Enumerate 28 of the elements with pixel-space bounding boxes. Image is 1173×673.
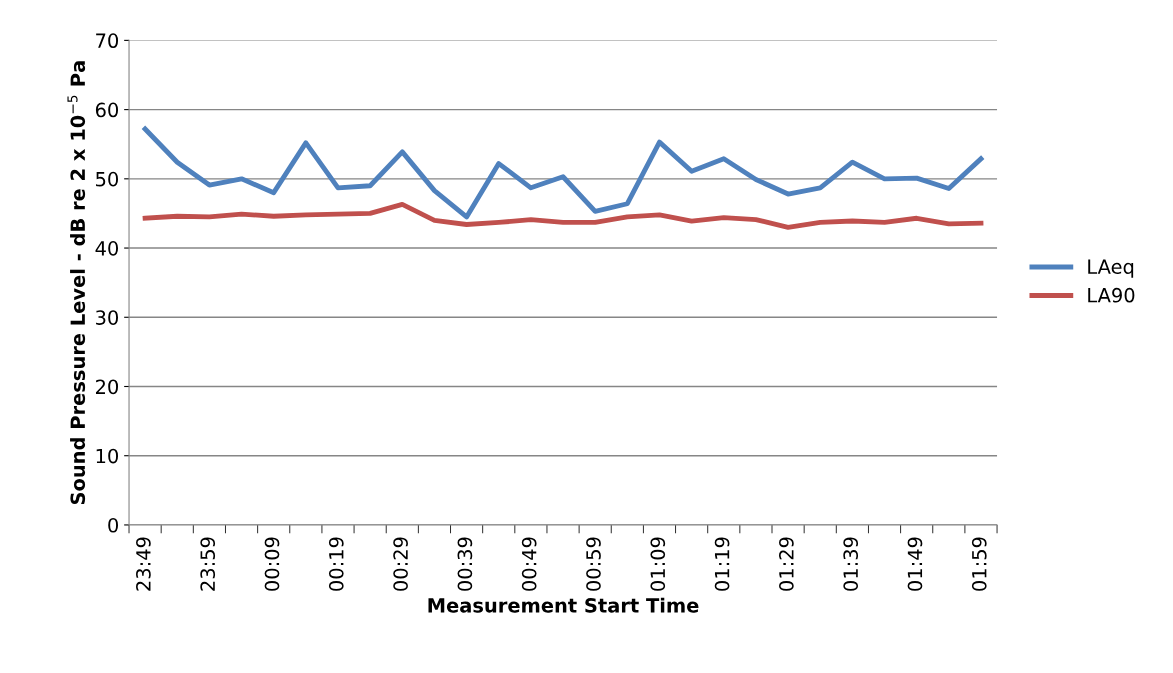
x-tick-label: 23:49 xyxy=(136,537,151,591)
x-tick-label: 00:39 xyxy=(457,537,473,591)
x-tick-label: 01:19 xyxy=(714,537,730,591)
x-tick-label: 00:49 xyxy=(521,537,537,591)
x-tick-label: 01:59 xyxy=(971,537,987,591)
y-tick-label: 10 xyxy=(96,448,119,464)
y-tick-label: 60 xyxy=(95,102,119,118)
y-axis-title: Sound Pressure Level - dB re 2 x 10$^{−5}$ Pa xyxy=(67,61,86,505)
x-tick-label: 00:59 xyxy=(586,537,601,591)
y-tick-label: 20 xyxy=(95,379,119,395)
y-tick-label: 40 xyxy=(95,241,119,256)
x-tick-label: 01:39 xyxy=(843,537,859,591)
y-tick-label: 70 xyxy=(96,33,119,49)
x-tick-label: 23:59 xyxy=(200,537,216,591)
legend-label: LAeq xyxy=(1088,259,1134,278)
y-tick-label: 30 xyxy=(96,310,119,325)
y-tick-label: 0 xyxy=(108,517,119,533)
legend-label: LA90 xyxy=(1088,287,1135,303)
x-tick-label: 00:09 xyxy=(264,537,280,591)
line-series xyxy=(142,126,984,220)
line-series xyxy=(142,202,984,230)
x-tick-label: 00:29 xyxy=(393,537,408,591)
x-axis-title: Measurement Start Time xyxy=(428,597,699,613)
x-tick-label: 01:29 xyxy=(779,537,794,591)
x-tick-label: 00:19 xyxy=(328,537,344,591)
y-tick-label: 50 xyxy=(96,171,119,187)
x-tick-label: 01:09 xyxy=(650,537,666,591)
x-tick-label: 01:49 xyxy=(907,537,923,591)
